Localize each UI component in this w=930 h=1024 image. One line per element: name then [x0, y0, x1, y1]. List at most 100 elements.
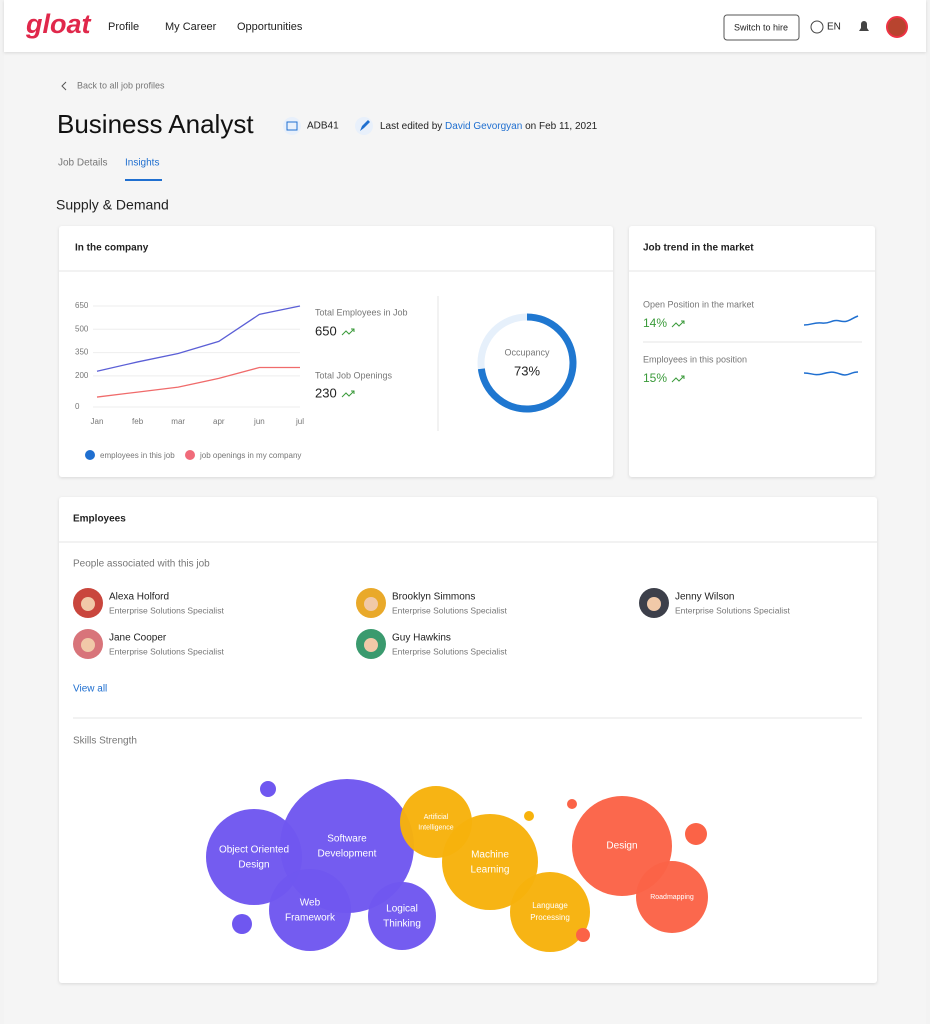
case-icon [286, 121, 298, 131]
job-title: Business Analyst [57, 109, 254, 139]
y-tick-label: 200 [75, 371, 89, 380]
legend-label: employees in this job [100, 451, 175, 460]
avatar-face [364, 597, 378, 611]
skill-bubble [206, 809, 302, 905]
logo[interactable]: gloat [25, 9, 92, 39]
trend-label: Employees in this position [643, 354, 747, 364]
donut-arc [477, 313, 577, 413]
decor-dots [232, 781, 707, 934]
person-role: Enterprise Solutions Specialist [392, 605, 507, 615]
person-role: Enterprise Solutions Specialist [109, 646, 224, 656]
stat-label: Total Employees in Job [315, 307, 408, 317]
card-title: Employees [73, 514, 126, 525]
skill-label: Machine Learning [471, 849, 510, 875]
tab-active[interactable]: Insights [125, 158, 159, 169]
card-title: In the company [75, 243, 149, 254]
section-title: Supply & Demand [56, 197, 169, 213]
trend-icon [671, 375, 685, 383]
pencil-icon [360, 120, 370, 131]
x-tick-label: jun [253, 417, 265, 426]
skill-label: Object Oriented Design [219, 844, 289, 870]
skill-label: Language Processing [530, 901, 570, 922]
y-tick-label: 650 [75, 301, 89, 310]
x-tick-label: mar [171, 417, 185, 426]
back-arrow[interactable] [61, 81, 67, 91]
y-tick-label: 0 [75, 402, 80, 411]
trend-label: Open Position in the market [643, 299, 755, 309]
stat-label: Total Job Openings [315, 370, 393, 380]
sparkline [803, 371, 859, 376]
legend-label: job openings in my company [199, 451, 301, 460]
x-tick-label: apr [213, 417, 225, 426]
stat-value: 650 [315, 323, 337, 338]
sparkline [803, 315, 859, 326]
person-name: Jenny Wilson [675, 592, 734, 603]
x-tick-label: jul [295, 417, 304, 426]
tab-underline [125, 179, 162, 181]
lang[interactable]: EN [827, 22, 841, 33]
bell-icon[interactable] [859, 21, 869, 31]
subtitle: Skills Strength [73, 736, 137, 747]
y-tick-label: 500 [75, 324, 89, 333]
avatar-face [81, 597, 95, 611]
trend-icon [671, 320, 685, 328]
skill-bubble [442, 814, 538, 910]
nav-link[interactable]: My Career [165, 21, 217, 33]
card [629, 226, 875, 477]
line [96, 305, 301, 372]
skill-bubble [510, 872, 590, 952]
nav-link[interactable]: Profile [108, 21, 139, 33]
card-title: Job trend in the market [643, 243, 754, 254]
donut-title: Occupancy [504, 347, 550, 357]
user-avatar[interactable] [886, 16, 908, 38]
skill-label: Design [606, 841, 637, 852]
switch-label[interactable]: Switch to hire [734, 22, 788, 32]
trend-icon [341, 328, 355, 336]
skill-bubble [572, 796, 672, 896]
skill-label: Software Development [318, 833, 377, 859]
line [96, 366, 300, 398]
edited-by: Last edited by David Gevorgyan on Feb 11… [380, 121, 598, 132]
person-name: Brooklyn Simmons [392, 592, 475, 603]
trend-value: 15% [643, 371, 667, 385]
skill-label: Web Framework [285, 897, 336, 923]
skill-bubble [636, 861, 708, 933]
donut-label: 73% [514, 363, 540, 378]
person-role: Enterprise Solutions Specialist [109, 605, 224, 615]
trend-value: 14% [643, 316, 667, 330]
globe-icon[interactable] [810, 20, 824, 34]
switch-button[interactable] [723, 14, 800, 41]
avatar-face [647, 597, 661, 611]
person-role: Enterprise Solutions Specialist [392, 646, 507, 656]
person-name: Jane Cooper [109, 633, 167, 644]
editor-link[interactable]: David Gevorgyan [445, 121, 522, 132]
card [59, 226, 613, 477]
stat-value: 230 [315, 385, 337, 400]
back-link[interactable]: Back to all job profiles [77, 80, 165, 90]
trend-icon [341, 390, 355, 398]
person-name: Guy Hawkins [392, 633, 451, 644]
person-name: Alexa Holford [109, 592, 169, 603]
skill-bubble [368, 882, 436, 950]
person-role: Enterprise Solutions Specialist [675, 605, 790, 615]
decor-dot [576, 928, 590, 942]
x-tick-label: Jan [91, 417, 104, 426]
legend-marker [85, 450, 95, 460]
legend-marker [185, 450, 195, 460]
badge-bg [283, 117, 301, 135]
skill-label: Roadmapping [650, 894, 694, 901]
job-code: ADB41 [307, 121, 339, 132]
x-tick-label: feb [132, 417, 144, 426]
nav-link[interactable]: Opportunities [237, 21, 303, 33]
subtitle: People associated with this job [73, 559, 210, 570]
view-all[interactable]: View all [73, 684, 107, 695]
tab[interactable]: Job Details [58, 158, 107, 169]
y-tick-label: 350 [75, 348, 89, 357]
avatar-face [81, 638, 95, 652]
skill-bubble [269, 869, 351, 951]
card [59, 497, 877, 983]
skill-label: Artificial Intelligence [418, 814, 454, 832]
skill-label: Logical Thinking [383, 903, 421, 929]
